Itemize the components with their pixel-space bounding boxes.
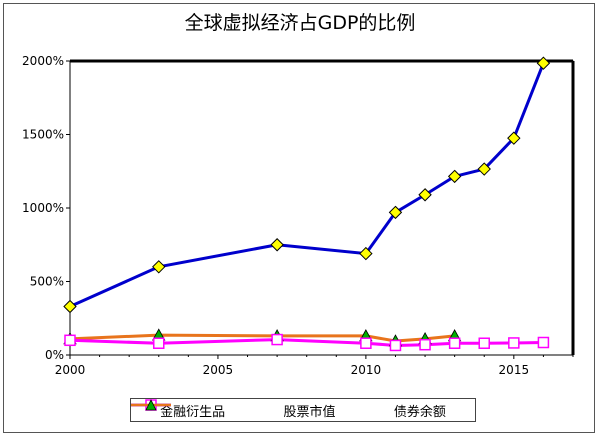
point-diamond (270, 238, 284, 252)
point-square (448, 337, 461, 349)
y-tick-label: 1500% (22, 128, 64, 142)
y-tick-label: 500% (30, 275, 64, 289)
point-square (389, 339, 402, 352)
x-tick-label: 2005 (203, 363, 234, 377)
legend-label-stocks: 股票市值 (283, 404, 336, 420)
point-diamond (477, 162, 491, 176)
legend: 金融衍生品 股票市值 债券余额 (130, 398, 476, 422)
point-diamond (63, 299, 77, 314)
point-diamond (388, 205, 403, 220)
point-square (419, 338, 431, 351)
legend-label-derivatives: 金融衍生品 (160, 404, 226, 420)
legend-item-stocks: 股票市值 (131, 399, 336, 420)
point-diamond (152, 260, 166, 274)
point-diamond (536, 56, 551, 70)
point-square (360, 337, 372, 349)
plot-area (69, 60, 574, 356)
point-square (508, 337, 520, 349)
y-tick-label: 2000% (22, 54, 64, 68)
x-tick-label: 2010 (351, 363, 382, 377)
point-diamond (447, 169, 462, 184)
point-square (271, 333, 283, 346)
legend-item-bonds: 债券余额 (131, 399, 446, 420)
legend-swatch-bonds (131, 399, 171, 411)
chart-title: 全球虚拟经济占GDP的比例 (184, 12, 416, 34)
y-tick-label: 1000% (22, 201, 64, 215)
x-tick-label: 2000 (55, 363, 86, 377)
x-tick-label: 2015 (499, 363, 530, 377)
point-square (537, 336, 550, 349)
point-square (64, 334, 76, 347)
y-tick-label: 0% (45, 348, 64, 362)
series-line-0 (69, 62, 545, 308)
series-line-1 (69, 338, 544, 347)
point-square (478, 337, 490, 349)
legend-label-bonds: 债券余额 (393, 404, 446, 420)
point-square (153, 337, 165, 349)
point-diamond (507, 131, 521, 145)
point-diamond (359, 246, 373, 261)
point-diamond (418, 188, 432, 202)
